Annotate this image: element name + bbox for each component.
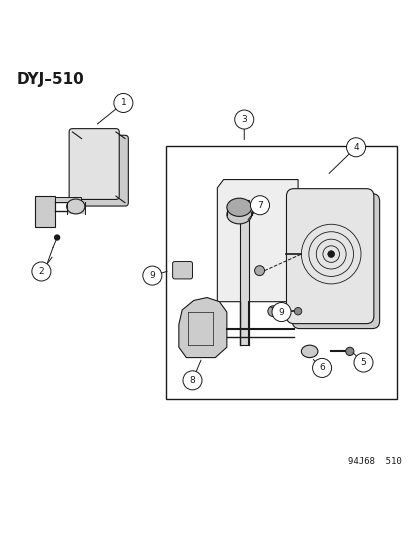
Text: 9: 9 [149,271,155,280]
Ellipse shape [66,199,85,214]
Bar [239,200,248,345]
Circle shape [183,371,202,390]
Bar [35,196,55,227]
Ellipse shape [226,198,251,216]
Circle shape [142,266,161,285]
Circle shape [114,93,133,112]
FancyBboxPatch shape [69,128,119,199]
Polygon shape [178,297,226,358]
FancyBboxPatch shape [78,135,128,206]
Circle shape [353,353,372,372]
Bar [165,147,396,399]
Circle shape [234,110,253,129]
Text: 94J68  510: 94J68 510 [347,457,401,466]
Circle shape [345,347,353,356]
Circle shape [346,138,365,157]
Bar [66,201,85,214]
FancyBboxPatch shape [286,189,373,324]
Text: 7: 7 [256,201,262,209]
Circle shape [267,306,278,317]
Polygon shape [217,180,297,302]
FancyBboxPatch shape [292,193,379,329]
FancyBboxPatch shape [172,262,192,279]
Text: 4: 4 [352,143,358,152]
Circle shape [55,235,59,240]
Circle shape [294,308,301,315]
Text: 5: 5 [360,358,366,367]
Text: 8: 8 [189,376,195,385]
Text: 6: 6 [318,364,324,373]
Circle shape [312,358,331,377]
Ellipse shape [301,345,317,358]
Text: DYJ–510: DYJ–510 [17,72,84,87]
Text: 9: 9 [278,308,284,317]
Bar [55,197,81,201]
Circle shape [271,303,290,321]
Text: 3: 3 [241,115,247,124]
Circle shape [250,196,269,215]
Circle shape [254,265,264,276]
Text: 2: 2 [38,267,44,276]
Circle shape [328,251,333,257]
Text: 1: 1 [120,99,126,108]
Ellipse shape [226,206,251,224]
Circle shape [32,262,51,281]
